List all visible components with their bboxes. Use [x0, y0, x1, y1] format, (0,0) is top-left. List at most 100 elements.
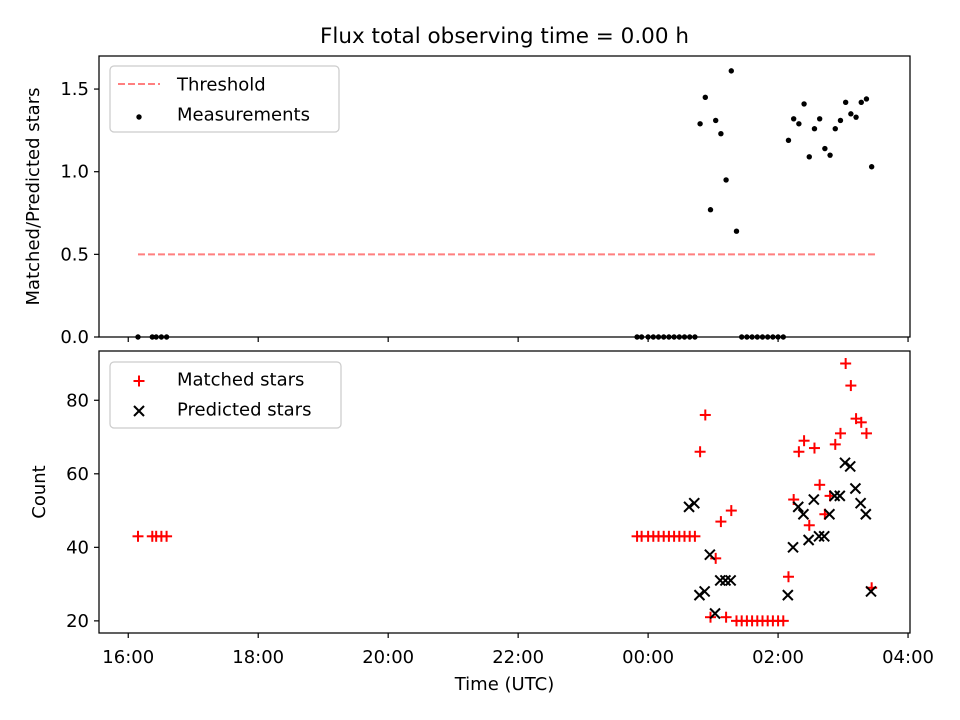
predicted-star-point — [828, 490, 841, 502]
chart-title: Flux total observing time = 0.00 h — [320, 24, 689, 49]
predicted-star-point — [724, 574, 737, 587]
measurement-point — [868, 164, 875, 170]
predicted-star-point — [818, 530, 830, 543]
predicted-star-marker-b — [797, 508, 810, 520]
measurement-point — [837, 117, 844, 124]
predicted-star-marker-b — [813, 530, 825, 543]
matched-star-point — [840, 358, 852, 370]
predicted-stars-points — [683, 457, 877, 620]
time-x-axis: 16:00 18:00 20:00 22:00 00:00 02:00 04:00 — [102, 633, 934, 668]
measurement-point — [816, 116, 823, 122]
predicted-star-point — [808, 493, 820, 506]
ratio-x-ticks — [127, 337, 909, 342]
matched-star-point — [845, 380, 857, 392]
predicted-star-marker-b — [834, 490, 846, 502]
count-y-tick-label: 20 — [66, 611, 89, 632]
measurement-point — [790, 116, 797, 122]
measurement-point — [712, 117, 719, 124]
measurement-point — [785, 137, 792, 143]
predicted-star-point — [683, 501, 695, 513]
predicted-star-point — [839, 457, 851, 469]
predicted-star-point — [782, 589, 794, 601]
predicted-star-point — [813, 530, 825, 543]
measurement-point — [707, 207, 714, 213]
predicted-star-marker-b — [693, 589, 706, 601]
ratio-y-axis-label: Matched/Predicted stars — [23, 88, 44, 306]
count-legend-box — [109, 361, 342, 429]
matched-star-point — [720, 611, 732, 623]
measurement-point — [801, 101, 807, 107]
threshold-legend-label: Threshold — [176, 75, 266, 96]
predicted-star-marker-b — [849, 482, 862, 495]
matched-stars-points — [132, 358, 878, 627]
count-y-tick-label: 60 — [66, 464, 89, 485]
measurement-point — [702, 94, 709, 101]
count-y-tick-label: 80 — [66, 390, 89, 411]
predicted-star-point — [704, 548, 716, 561]
matched-star-point — [715, 516, 727, 528]
predicted-star-point — [823, 508, 836, 520]
ratio-legend-box — [109, 65, 340, 133]
predicted-star-point — [849, 482, 862, 495]
matched-star-point — [834, 427, 846, 439]
matched-star-point — [689, 530, 701, 542]
count-y-tick-label: 40 — [66, 537, 89, 558]
matched-star-point — [161, 530, 173, 542]
count-legend: Matched stars Predicted stars — [109, 361, 342, 429]
predicted-star-marker-b — [724, 574, 737, 587]
count-y-axis-label: Count — [29, 465, 50, 518]
measurement-point — [806, 154, 812, 160]
matched-stars-legend-label: Matched stars — [177, 370, 304, 391]
measurement-point — [863, 96, 870, 102]
measurement-point — [827, 152, 833, 158]
measurement-point — [848, 111, 854, 117]
measurement-point — [822, 145, 828, 152]
predicted-star-marker-b — [782, 589, 794, 601]
predicted-star-point — [787, 541, 799, 554]
time-x-tick-label: 16:00 — [102, 647, 154, 668]
ratio-panel: 0.0 0.5 1.0 1.5 Matched/Predicted stars Thr… — [23, 55, 911, 348]
predicted-star-marker-b — [719, 574, 732, 587]
predicted-star-marker-b — [714, 574, 726, 587]
measurement-point — [733, 228, 740, 234]
predicted-star-marker-b — [854, 497, 867, 509]
predicted-star-marker-b — [787, 541, 799, 554]
predicted-stars-legend-swatch — [133, 405, 145, 417]
predicted-star-marker-b — [792, 501, 804, 513]
time-x-tick-label: 20:00 — [362, 647, 414, 668]
measurement-point — [853, 114, 859, 120]
matched-stars-legend-swatch — [133, 375, 145, 387]
predicted-star-marker-b — [844, 460, 856, 473]
predicted-star-marker-b — [839, 457, 851, 469]
ratio-y-tick-label: 0.5 — [60, 244, 89, 265]
predicted-star-point — [865, 585, 877, 598]
measurement-point — [728, 68, 734, 74]
measurement-point — [718, 130, 724, 137]
matched-star-point — [777, 615, 789, 627]
predicted-star-point — [854, 497, 867, 509]
predicted-star-point — [688, 497, 700, 509]
predicted-star-marker-b — [709, 607, 721, 620]
matched-star-point — [782, 571, 794, 583]
time-x-tick-label: 22:00 — [492, 647, 544, 668]
measurement-point — [842, 99, 849, 105]
predicted-star-point — [693, 589, 706, 601]
measurements-legend-swatch — [136, 114, 142, 120]
matched-star-point — [829, 438, 841, 450]
ratio-y-tick-label: 1.0 — [60, 162, 89, 183]
count-panel-frame — [98, 350, 911, 634]
time-x-tick-label: 04:00 — [882, 647, 934, 668]
predicted-star-marker-b — [828, 490, 841, 502]
count-y-axis: 20 40 60 80 — [66, 390, 99, 632]
measurements-legend-label: Measurements — [177, 105, 310, 126]
predicted-star-marker-b — [823, 508, 836, 520]
matched-star-point — [860, 427, 872, 439]
predicted-star-point — [860, 508, 872, 520]
matched-star-point — [132, 530, 144, 542]
ratio-y-tick-label: 0.0 — [60, 327, 89, 348]
predicted-star-marker-b — [698, 585, 711, 598]
matched-star-point — [814, 479, 826, 491]
matched-star-point — [725, 505, 737, 517]
measurement-point — [811, 126, 818, 132]
predicted-star-marker-b — [865, 585, 877, 598]
